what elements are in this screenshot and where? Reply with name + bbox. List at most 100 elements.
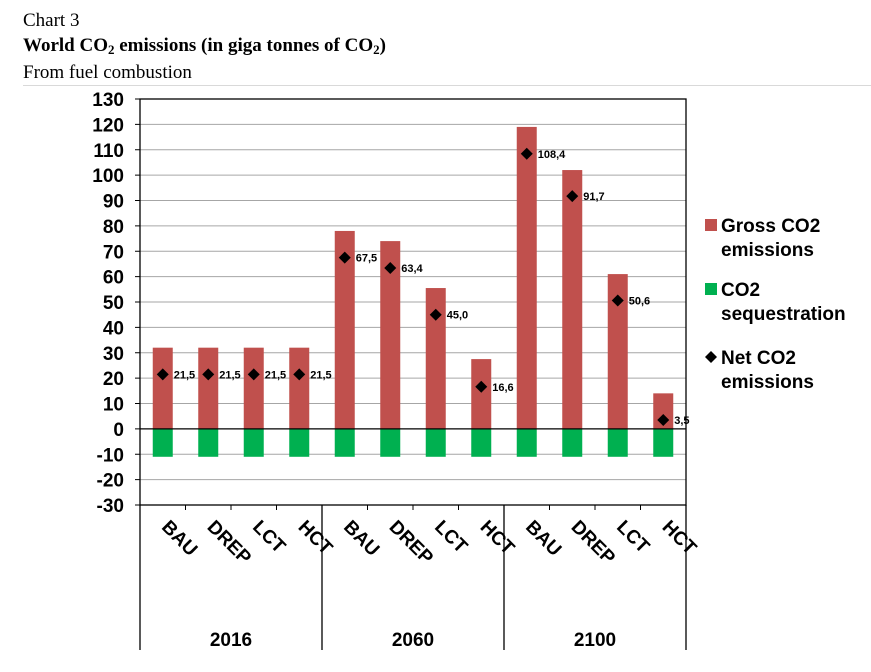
- y-tick-label: 120: [92, 115, 124, 136]
- net-emissions-marker: [611, 294, 624, 307]
- title-text-3: ): [379, 35, 386, 56]
- x-category-label: BAU: [157, 517, 201, 561]
- net-emissions-data-label: 21,5: [174, 369, 195, 381]
- gross-emissions-bar: [243, 347, 264, 429]
- net-emissions-marker: [338, 251, 351, 264]
- net-emissions-data-label: 21,5: [219, 369, 240, 381]
- legend-label: CO2: [721, 280, 760, 301]
- net-emissions-data-label: 3,5: [674, 415, 689, 427]
- net-emissions-marker: [657, 413, 670, 426]
- gross-emissions-bar: [152, 347, 173, 429]
- net-emissions-data-label: 16,6: [492, 382, 513, 394]
- gross-emissions-bar: [562, 170, 583, 429]
- y-tick-label: 50: [103, 293, 124, 314]
- net-emissions-marker: [475, 380, 488, 393]
- gross-emissions-bar: [607, 274, 628, 429]
- x-category-label: DREP: [567, 517, 619, 569]
- gross-emissions-bar: [471, 359, 492, 429]
- legend-label: emissions: [721, 372, 814, 393]
- net-emissions-marker: [293, 368, 306, 381]
- sequestration-bar: [380, 428, 401, 457]
- net-emissions-data-label: 108,4: [538, 149, 566, 161]
- net-emissions-data-label: 21,5: [265, 369, 286, 381]
- x-category-label: DREP: [203, 517, 255, 569]
- legend: Gross CO2 emissions CO2 sequestration Net CO…: [705, 216, 846, 393]
- legend-label: emissions: [721, 240, 814, 261]
- gross-emissions-bar: [380, 241, 401, 429]
- net-emissions-marker: [520, 147, 533, 160]
- x-category-label: BAU: [521, 517, 565, 561]
- title-text-1: World CO: [23, 35, 108, 56]
- net-emissions-data-label: 50,6: [629, 295, 650, 307]
- legend-swatch: [705, 351, 717, 363]
- x-group-label: 2060: [392, 630, 434, 651]
- title-text-2: emissions (in giga tonnes of CO: [114, 35, 374, 56]
- chart-label: Chart 3: [23, 10, 80, 31]
- gross-emissions-bar: [425, 288, 446, 429]
- x-category-label: HCT: [294, 517, 337, 560]
- legend-label: Net CO2: [721, 348, 796, 369]
- chart-title: World CO2 emissions (in giga tonnes of C…: [23, 35, 386, 58]
- net-emissions-marker: [247, 368, 260, 381]
- sequestration-bar: [607, 428, 628, 457]
- net-emissions-data-label: 67,5: [356, 253, 377, 265]
- sequestration-bar: [471, 428, 492, 457]
- sequestration-bar: [425, 428, 446, 457]
- gross-emissions-bar: [198, 347, 219, 429]
- gridlines: [140, 98, 686, 506]
- x-category-label: LCT: [248, 517, 289, 558]
- net-emissions-marker: [202, 368, 215, 381]
- net-emissions-data-label: 91,7: [583, 191, 604, 203]
- x-category-label: LCT: [430, 517, 471, 558]
- y-tick-label: 40: [103, 318, 124, 339]
- y-tick-label: 130: [92, 90, 124, 111]
- gross-emissions-bar: [334, 230, 355, 429]
- sequestration-bar: [562, 428, 583, 457]
- net-emissions-marker: [566, 190, 579, 203]
- net-emissions-marker: [384, 261, 397, 274]
- sequestration-bar: [198, 428, 219, 457]
- y-tick-label: 60: [103, 268, 124, 289]
- x-category-label: HCT: [658, 517, 701, 560]
- x-category-label: BAU: [339, 517, 383, 561]
- x-category-label: LCT: [612, 517, 653, 558]
- gross-emissions-bar: [516, 126, 537, 429]
- y-tick-label: -20: [97, 471, 124, 492]
- y-tick-label: -10: [97, 445, 124, 466]
- x-category-label: DREP: [385, 517, 437, 569]
- y-tick-label: -30: [97, 496, 124, 517]
- legend-label: sequestration: [721, 304, 846, 325]
- sequestration-bar: [152, 428, 173, 457]
- x-group-label: 2016: [210, 630, 252, 651]
- y-tick-label: 0: [113, 420, 124, 441]
- bar-series: [152, 126, 674, 457]
- sequestration-bar: [334, 428, 355, 457]
- chart-subtitle: From fuel combustion: [23, 62, 192, 83]
- net-emissions-data-label: 45,0: [447, 310, 468, 322]
- net-emissions-data-label: 63,4: [401, 263, 423, 275]
- net-emissions-marker: [156, 368, 169, 381]
- y-tick-label: 100: [92, 166, 124, 187]
- title-subscript-1: 2: [107, 42, 115, 57]
- net-emissions-markers: 21,5 21,5 21,5 21,5 67,5 63,4 45,0 16,6 108,4 91,…: [156, 147, 690, 427]
- y-tick-label: 90: [103, 192, 124, 213]
- title-subscript-2: 2: [373, 42, 380, 57]
- x-category-label: HCT: [476, 517, 519, 560]
- sequestration-bar: [289, 428, 310, 457]
- legend-label: Gross CO2: [721, 216, 820, 237]
- y-tick-label: 30: [103, 344, 124, 365]
- net-emissions-marker: [429, 308, 442, 321]
- legend-swatch: [705, 219, 717, 231]
- sequestration-bar: [653, 428, 674, 457]
- y-tick-label: 20: [103, 369, 124, 390]
- gross-emissions-bar: [289, 347, 310, 429]
- sequestration-bar: [243, 428, 264, 457]
- y-tick-label: 10: [103, 395, 124, 416]
- legend-swatch: [705, 283, 717, 295]
- x-group-label: 2100: [574, 630, 616, 651]
- net-emissions-data-label: 21,5: [310, 369, 331, 381]
- header-divider: [23, 85, 871, 86]
- y-tick-label: 80: [103, 217, 124, 238]
